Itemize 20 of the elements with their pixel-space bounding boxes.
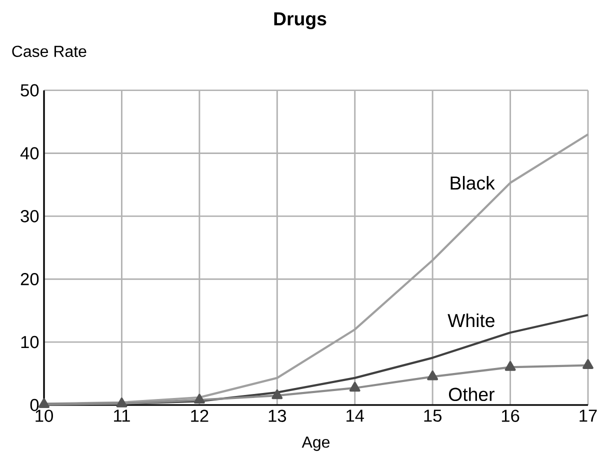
y-axis-title: Case Rate [12, 46, 86, 58]
x-tick-label: 14 [346, 410, 364, 422]
x-tick-label: 10 [36, 410, 53, 422]
x-tick-label: 11 [114, 410, 130, 422]
x-tick-label: 15 [424, 410, 442, 422]
chart-title: Drugs [274, 12, 326, 30]
y-tick-label: 30 [20, 210, 39, 222]
y-tick-label: 40 [20, 147, 39, 160]
x-tick-label: 12 [191, 410, 208, 422]
series-label: Black [450, 176, 495, 190]
x-tick-label: 17 [580, 410, 597, 422]
y-tick-label: 20 [20, 272, 39, 286]
x-tick-label: 13 [268, 410, 286, 422]
y-tick-label: 10 [21, 336, 39, 348]
y-tick-label: 0 [30, 398, 39, 412]
y-tick-label: 50 [20, 84, 39, 96]
x-axis-title: Age [302, 436, 330, 451]
series-label: Other [448, 387, 494, 402]
x-tick-label: 16 [502, 410, 520, 422]
series-label: White [448, 313, 494, 328]
